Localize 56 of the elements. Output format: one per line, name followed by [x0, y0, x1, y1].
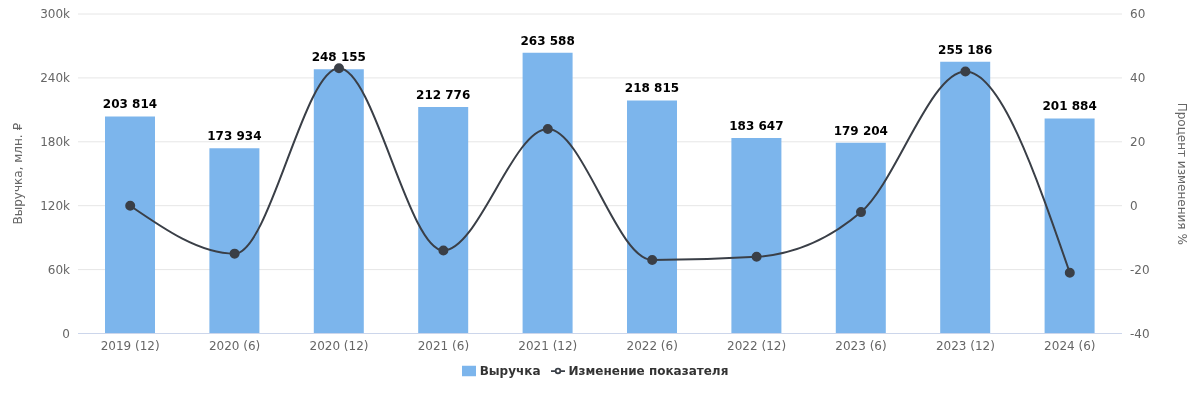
legend-label: Изменение показателя — [568, 363, 729, 378]
bar — [1044, 118, 1095, 334]
point — [438, 245, 449, 256]
y2-axis-title: Процент изменения % — [1174, 102, 1189, 245]
data-label: 201 884 — [1042, 99, 1097, 114]
x-tick-label: 2022 (6) — [626, 339, 678, 354]
point — [1064, 267, 1075, 278]
bar — [522, 52, 573, 334]
point — [334, 63, 344, 74]
bar — [835, 142, 886, 334]
y2-tick-label: 0 — [1130, 198, 1138, 213]
point — [751, 251, 762, 262]
legend-label: Выручка — [479, 363, 541, 378]
point — [542, 124, 553, 135]
bar — [940, 61, 991, 334]
point — [229, 248, 240, 259]
y2-tick-label: -20 — [1130, 262, 1150, 277]
data-label: 212 776 — [416, 87, 471, 102]
y-tick-label: 0 — [62, 326, 70, 341]
x-tick-label: 2021 (12) — [518, 339, 578, 354]
data-label: 218 815 — [624, 81, 680, 96]
x-tick-label: 2020 (6) — [208, 339, 261, 354]
y2-tick-label: 40 — [1130, 71, 1146, 86]
bar — [731, 137, 782, 334]
y-tick-label: 180k — [40, 135, 71, 150]
bar — [105, 116, 155, 334]
bar — [627, 100, 677, 334]
data-label: 263 588 — [520, 33, 575, 48]
x-tick-label: 2020 (12) — [309, 339, 369, 354]
y2-tick-label: 20 — [1130, 135, 1146, 150]
y2-tick-label: -40 — [1130, 326, 1150, 341]
data-label: 179 204 — [833, 123, 888, 138]
point — [125, 200, 136, 211]
y-tick-label: 300k — [40, 7, 71, 22]
data-label: 255 186 — [938, 42, 993, 57]
data-label: 203 814 — [102, 97, 158, 112]
bar — [418, 106, 469, 334]
y2-tick-label: 60 — [1130, 7, 1146, 22]
y-axis-title: Выручка, млн. ₽ — [11, 122, 26, 225]
bar — [209, 148, 260, 334]
data-label: 173 934 — [207, 129, 262, 144]
x-tick-label: 2021 (6) — [417, 339, 470, 354]
bar — [313, 69, 364, 334]
x-tick-label: 2019 (12) — [100, 339, 160, 354]
data-label: 248 155 — [311, 50, 366, 65]
point — [647, 255, 658, 266]
x-tick-label: 2022 (12) — [727, 339, 787, 354]
data-label: 183 647 — [729, 118, 784, 133]
point — [856, 207, 866, 218]
x-tick-label: 2024 (6) — [1044, 339, 1096, 354]
x-tick-label: 2023 (12) — [935, 339, 995, 354]
y-tick-label: 60k — [47, 262, 71, 277]
x-tick-label: 2023 (6) — [835, 339, 887, 354]
y-tick-label: 120k — [40, 198, 71, 213]
y-tick-label: 240k — [40, 71, 71, 86]
point — [960, 66, 971, 77]
